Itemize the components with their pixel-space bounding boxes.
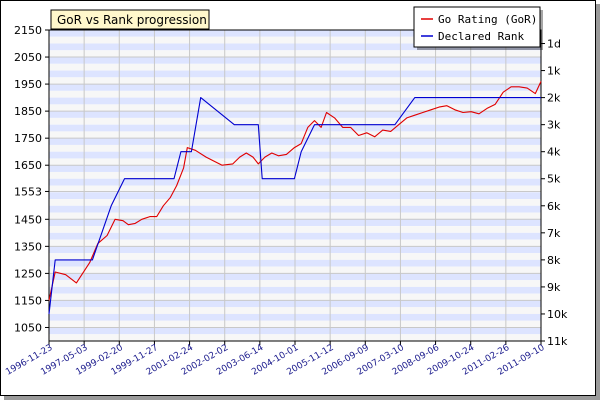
legend-label-rank: Declared Rank xyxy=(438,30,524,43)
y-right-tick-label: 11k xyxy=(547,335,568,348)
y-axis-left: 1050 1150 1250 1350 1450 1553 1650 1750 1850 1950… xyxy=(14,24,49,334)
y-tick-label: 1750 xyxy=(14,132,42,145)
y-right-tick-label: 6k xyxy=(547,200,561,213)
y-right-tick-label: 5k xyxy=(547,173,561,186)
plot-grid xyxy=(48,29,542,341)
y-tick-label: 1450 xyxy=(14,213,42,226)
legend-label-gor: Go Rating (GoR) xyxy=(438,13,537,26)
y-tick-label: 1950 xyxy=(14,78,42,91)
y-axis-right: 1d 1k 2k 3k 4k 5k 6k 7k 8k 9k 10k 11k xyxy=(541,38,568,348)
y-tick-label: 1050 xyxy=(14,321,42,334)
y-right-tick-label: 4k xyxy=(547,146,561,159)
y-right-tick-label: 10k xyxy=(547,308,568,321)
y-tick-label: 1850 xyxy=(14,105,42,118)
y-right-tick-label: 2k xyxy=(547,92,561,105)
y-right-tick-label: 9k xyxy=(547,281,561,294)
chart-title-box: GoR vs Rank progression xyxy=(50,9,210,30)
chart-title: GoR vs Rank progression xyxy=(57,13,207,27)
y-tick-label: 1650 xyxy=(14,159,42,172)
y-tick-label: 2150 xyxy=(14,24,42,37)
y-tick-label: 1350 xyxy=(14,240,42,253)
series-lines xyxy=(48,81,542,315)
y-right-tick-label: 1k xyxy=(547,65,561,78)
x-axis: 1996-11-231997-05-031999-02-201999-11-27… xyxy=(4,341,547,378)
y-right-tick-label: 3k xyxy=(547,119,561,132)
y-tick-label: 1553 xyxy=(14,185,42,198)
y-tick-label: 2050 xyxy=(14,51,42,64)
series-line-gor xyxy=(48,81,542,301)
y-tick-label: 1250 xyxy=(14,267,42,280)
y-right-tick-label: 8k xyxy=(547,254,561,267)
legend: Go Rating (GoR) Declared Rank xyxy=(413,6,543,50)
y-right-tick-label: 7k xyxy=(547,227,561,240)
series-line-rank xyxy=(48,97,541,315)
y-right-tick-label: 1d xyxy=(547,38,561,51)
y-tick-label: 1150 xyxy=(14,294,42,307)
